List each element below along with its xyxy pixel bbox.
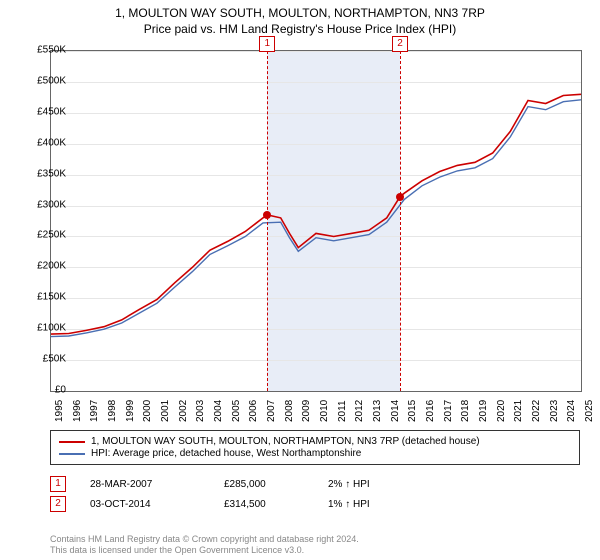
sale-vline	[267, 51, 268, 391]
legend-swatch	[59, 453, 85, 455]
x-tick-label: 2013	[372, 400, 383, 422]
address-title: 1, MOULTON WAY SOUTH, MOULTON, NORTHAMPT…	[0, 6, 600, 20]
x-tick-label: 2001	[160, 400, 171, 422]
footer-line: Contains HM Land Registry data © Crown c…	[50, 534, 359, 545]
x-tick-label: 2004	[213, 400, 224, 422]
sale-date: 03-OCT-2014	[90, 499, 200, 510]
x-tick-label: 2017	[443, 400, 454, 422]
x-tick-label: 1996	[72, 400, 83, 422]
series-line-hpi	[51, 100, 581, 337]
series-line-property	[51, 94, 581, 334]
x-tick-label: 1997	[89, 400, 100, 422]
chart-container: 1, MOULTON WAY SOUTH, MOULTON, NORTHAMPT…	[0, 0, 600, 560]
x-tick-label: 2019	[478, 400, 489, 422]
legend-swatch	[59, 441, 85, 443]
x-tick-label: 2000	[142, 400, 153, 422]
sale-index-badge: 2	[50, 496, 66, 512]
x-tick-label: 1998	[107, 400, 118, 422]
x-tick-label: 2012	[354, 400, 365, 422]
x-tick-label: 2003	[195, 400, 206, 422]
y-tick-label: £550K	[22, 45, 66, 56]
footer-line: This data is licensed under the Open Gov…	[50, 545, 359, 556]
line-layer	[51, 51, 581, 391]
sale-price: £314,500	[224, 499, 304, 510]
x-tick-label: 2016	[425, 400, 436, 422]
legend-label: 1, MOULTON WAY SOUTH, MOULTON, NORTHAMPT…	[91, 436, 480, 447]
sale-marker	[396, 193, 404, 201]
x-tick-label: 1995	[54, 400, 65, 422]
y-tick-label: £300K	[22, 199, 66, 210]
sale-date: 28-MAR-2007	[90, 479, 200, 490]
sale-hpi: 1% ↑ HPI	[328, 499, 370, 510]
sale-row: 2 03-OCT-2014 £314,500 1% ↑ HPI	[50, 496, 580, 512]
y-tick-label: £150K	[22, 292, 66, 303]
y-tick-label: £200K	[22, 261, 66, 272]
sale-price: £285,000	[224, 479, 304, 490]
legend-label: HPI: Average price, detached house, West…	[91, 448, 361, 459]
y-tick-label: £350K	[22, 168, 66, 179]
sale-marker	[263, 211, 271, 219]
title-block: 1, MOULTON WAY SOUTH, MOULTON, NORTHAMPT…	[0, 0, 600, 36]
y-tick-label: £0	[22, 385, 66, 396]
x-tick-label: 2022	[531, 400, 542, 422]
x-tick-label: 2020	[496, 400, 507, 422]
y-tick-label: £450K	[22, 106, 66, 117]
x-tick-label: 2010	[319, 400, 330, 422]
sale-vline-label: 2	[392, 36, 408, 52]
x-tick-label: 2011	[337, 400, 348, 422]
x-tick-label: 2018	[460, 400, 471, 422]
x-tick-label: 2014	[390, 400, 401, 422]
sale-vline-label: 1	[259, 36, 275, 52]
y-tick-label: £400K	[22, 137, 66, 148]
y-tick-label: £250K	[22, 230, 66, 241]
legend: 1, MOULTON WAY SOUTH, MOULTON, NORTHAMPT…	[50, 430, 580, 465]
x-tick-label: 2025	[584, 400, 595, 422]
sale-hpi: 2% ↑ HPI	[328, 479, 370, 490]
sale-row: 1 28-MAR-2007 £285,000 2% ↑ HPI	[50, 476, 580, 492]
x-tick-label: 2021	[513, 400, 524, 422]
x-tick-label: 2015	[407, 400, 418, 422]
y-tick-label: £50K	[22, 354, 66, 365]
legend-item: HPI: Average price, detached house, West…	[59, 448, 571, 459]
sale-vline	[400, 51, 401, 391]
x-tick-label: 2007	[266, 400, 277, 422]
x-tick-label: 2006	[248, 400, 259, 422]
x-tick-label: 2023	[549, 400, 560, 422]
plot-area	[50, 50, 582, 392]
x-tick-label: 2009	[301, 400, 312, 422]
x-tick-label: 2005	[231, 400, 242, 422]
y-tick-label: £500K	[22, 75, 66, 86]
sales-table: 1 28-MAR-2007 £285,000 2% ↑ HPI 2 03-OCT…	[50, 476, 580, 516]
x-tick-label: 1999	[125, 400, 136, 422]
footer: Contains HM Land Registry data © Crown c…	[50, 534, 359, 557]
y-tick-label: £100K	[22, 323, 66, 334]
x-tick-label: 2024	[566, 400, 577, 422]
subtitle: Price paid vs. HM Land Registry's House …	[0, 22, 600, 36]
x-tick-label: 2008	[284, 400, 295, 422]
legend-item: 1, MOULTON WAY SOUTH, MOULTON, NORTHAMPT…	[59, 436, 571, 447]
sale-index-badge: 1	[50, 476, 66, 492]
x-tick-label: 2002	[178, 400, 189, 422]
